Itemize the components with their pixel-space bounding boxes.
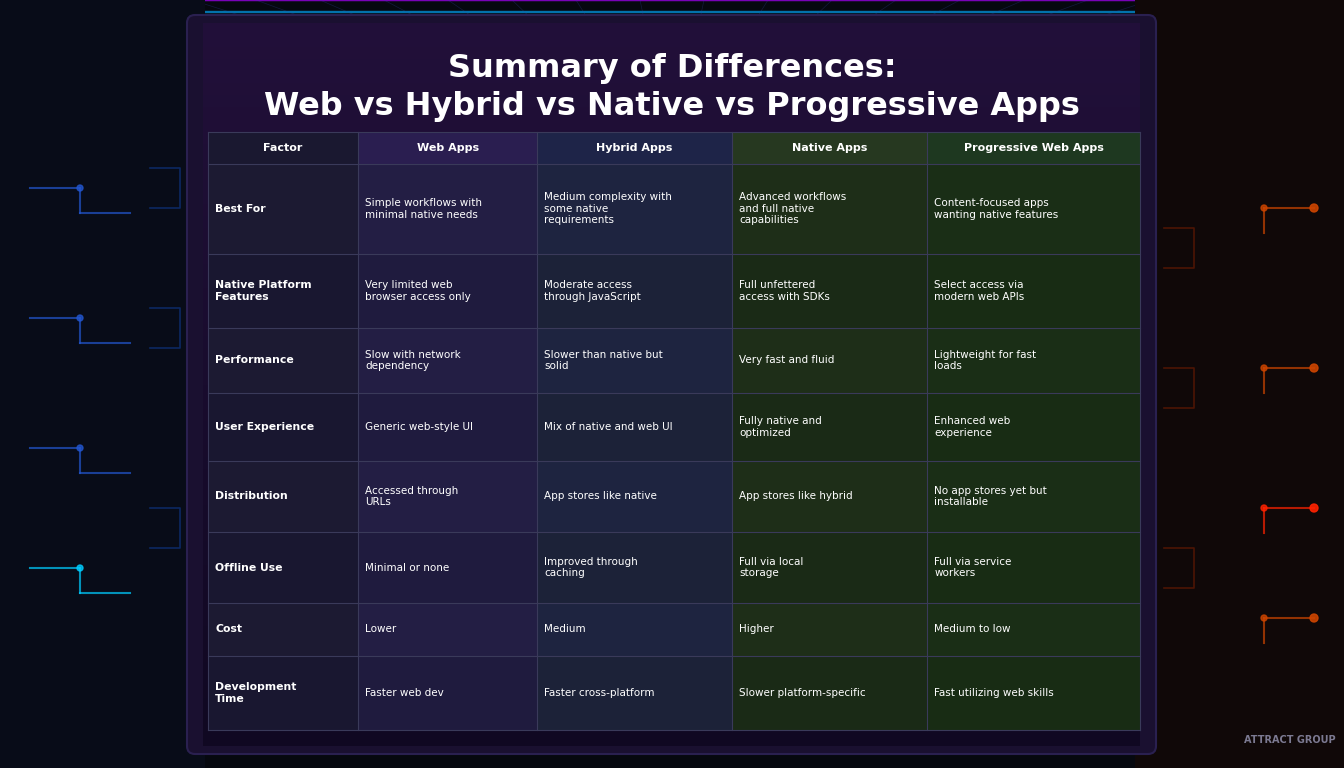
Polygon shape [203,457,1140,468]
Polygon shape [203,614,1140,625]
Text: Minimal or none: Minimal or none [366,563,449,573]
Text: Slow with network
dependency: Slow with network dependency [366,349,461,371]
Polygon shape [927,656,1140,730]
Polygon shape [208,253,359,328]
Text: Medium: Medium [544,624,586,634]
Polygon shape [203,167,1140,180]
Polygon shape [538,603,732,656]
Polygon shape [203,445,1140,457]
Text: Native Platform
Features: Native Platform Features [215,280,312,302]
Polygon shape [359,603,538,656]
Polygon shape [203,23,1140,35]
Text: Progressive Web Apps: Progressive Web Apps [964,143,1103,153]
Text: Summary of Differences:: Summary of Differences: [448,52,896,84]
Circle shape [1261,505,1267,511]
Polygon shape [927,532,1140,603]
Polygon shape [203,650,1140,662]
Polygon shape [203,276,1140,288]
Polygon shape [538,164,732,253]
Polygon shape [208,393,359,461]
Text: Medium complexity with
some native
requirements: Medium complexity with some native requi… [544,192,672,226]
Text: Simple workflows with
minimal native needs: Simple workflows with minimal native nee… [366,198,482,220]
Circle shape [77,185,83,191]
Text: Faster cross-platform: Faster cross-platform [544,688,655,698]
Polygon shape [208,603,359,656]
Polygon shape [203,517,1140,529]
Text: Very limited web
browser access only: Very limited web browser access only [366,280,470,302]
Circle shape [77,315,83,321]
Polygon shape [203,324,1140,336]
Polygon shape [203,734,1140,746]
Polygon shape [538,461,732,532]
Polygon shape [208,532,359,603]
Text: Factor: Factor [263,143,302,153]
Polygon shape [203,119,1140,131]
Text: Lower: Lower [366,624,396,634]
Polygon shape [203,228,1140,240]
Polygon shape [203,541,1140,553]
Polygon shape [203,192,1140,204]
Polygon shape [203,83,1140,95]
Text: Accessed through
URLs: Accessed through URLs [366,485,458,508]
Text: Content-focused apps
wanting native features: Content-focused apps wanting native feat… [934,198,1059,220]
Text: ATTRACT GROUP: ATTRACT GROUP [1245,735,1336,745]
Polygon shape [203,385,1140,396]
Polygon shape [203,216,1140,228]
Polygon shape [203,589,1140,601]
Polygon shape [203,47,1140,59]
Text: Higher: Higher [739,624,774,634]
Polygon shape [208,461,359,532]
Polygon shape [538,253,732,328]
Polygon shape [203,108,1140,119]
Polygon shape [732,461,927,532]
Polygon shape [927,461,1140,532]
Polygon shape [203,493,1140,505]
Polygon shape [1134,0,1344,768]
Text: Web vs Hybrid vs Native vs Progressive Apps: Web vs Hybrid vs Native vs Progressive A… [263,91,1081,121]
Text: Fully native and
optimized: Fully native and optimized [739,416,823,438]
Text: Generic web-style UI: Generic web-style UI [366,422,473,432]
Polygon shape [203,372,1140,385]
Polygon shape [359,532,538,603]
Text: Cost: Cost [215,624,242,634]
Polygon shape [203,674,1140,686]
Text: Offline Use: Offline Use [215,563,282,573]
Polygon shape [203,421,1140,432]
Text: Select access via
modern web APIs: Select access via modern web APIs [934,280,1024,302]
Polygon shape [203,432,1140,445]
Polygon shape [208,328,359,393]
Polygon shape [927,328,1140,393]
Text: App stores like native: App stores like native [544,492,657,502]
Polygon shape [208,132,359,164]
Polygon shape [203,468,1140,481]
Circle shape [77,445,83,451]
Circle shape [1310,614,1318,622]
Circle shape [1261,365,1267,371]
Text: Best For: Best For [215,204,266,214]
Text: Performance: Performance [215,356,294,366]
Polygon shape [203,300,1140,313]
Polygon shape [203,252,1140,264]
Polygon shape [538,532,732,603]
Polygon shape [203,710,1140,722]
Polygon shape [927,164,1140,253]
Polygon shape [203,180,1140,192]
Polygon shape [538,656,732,730]
Polygon shape [203,95,1140,108]
Polygon shape [732,253,927,328]
Polygon shape [203,686,1140,698]
Circle shape [1261,615,1267,621]
Circle shape [1310,204,1318,212]
Polygon shape [203,288,1140,300]
Polygon shape [359,656,538,730]
Polygon shape [203,722,1140,734]
Text: Slower than native but
solid: Slower than native but solid [544,349,663,371]
Polygon shape [203,578,1140,589]
Polygon shape [732,656,927,730]
Polygon shape [203,131,1140,144]
Polygon shape [927,132,1140,164]
Polygon shape [203,240,1140,252]
Text: Full via local
storage: Full via local storage [739,557,804,578]
Text: Distribution: Distribution [215,492,288,502]
